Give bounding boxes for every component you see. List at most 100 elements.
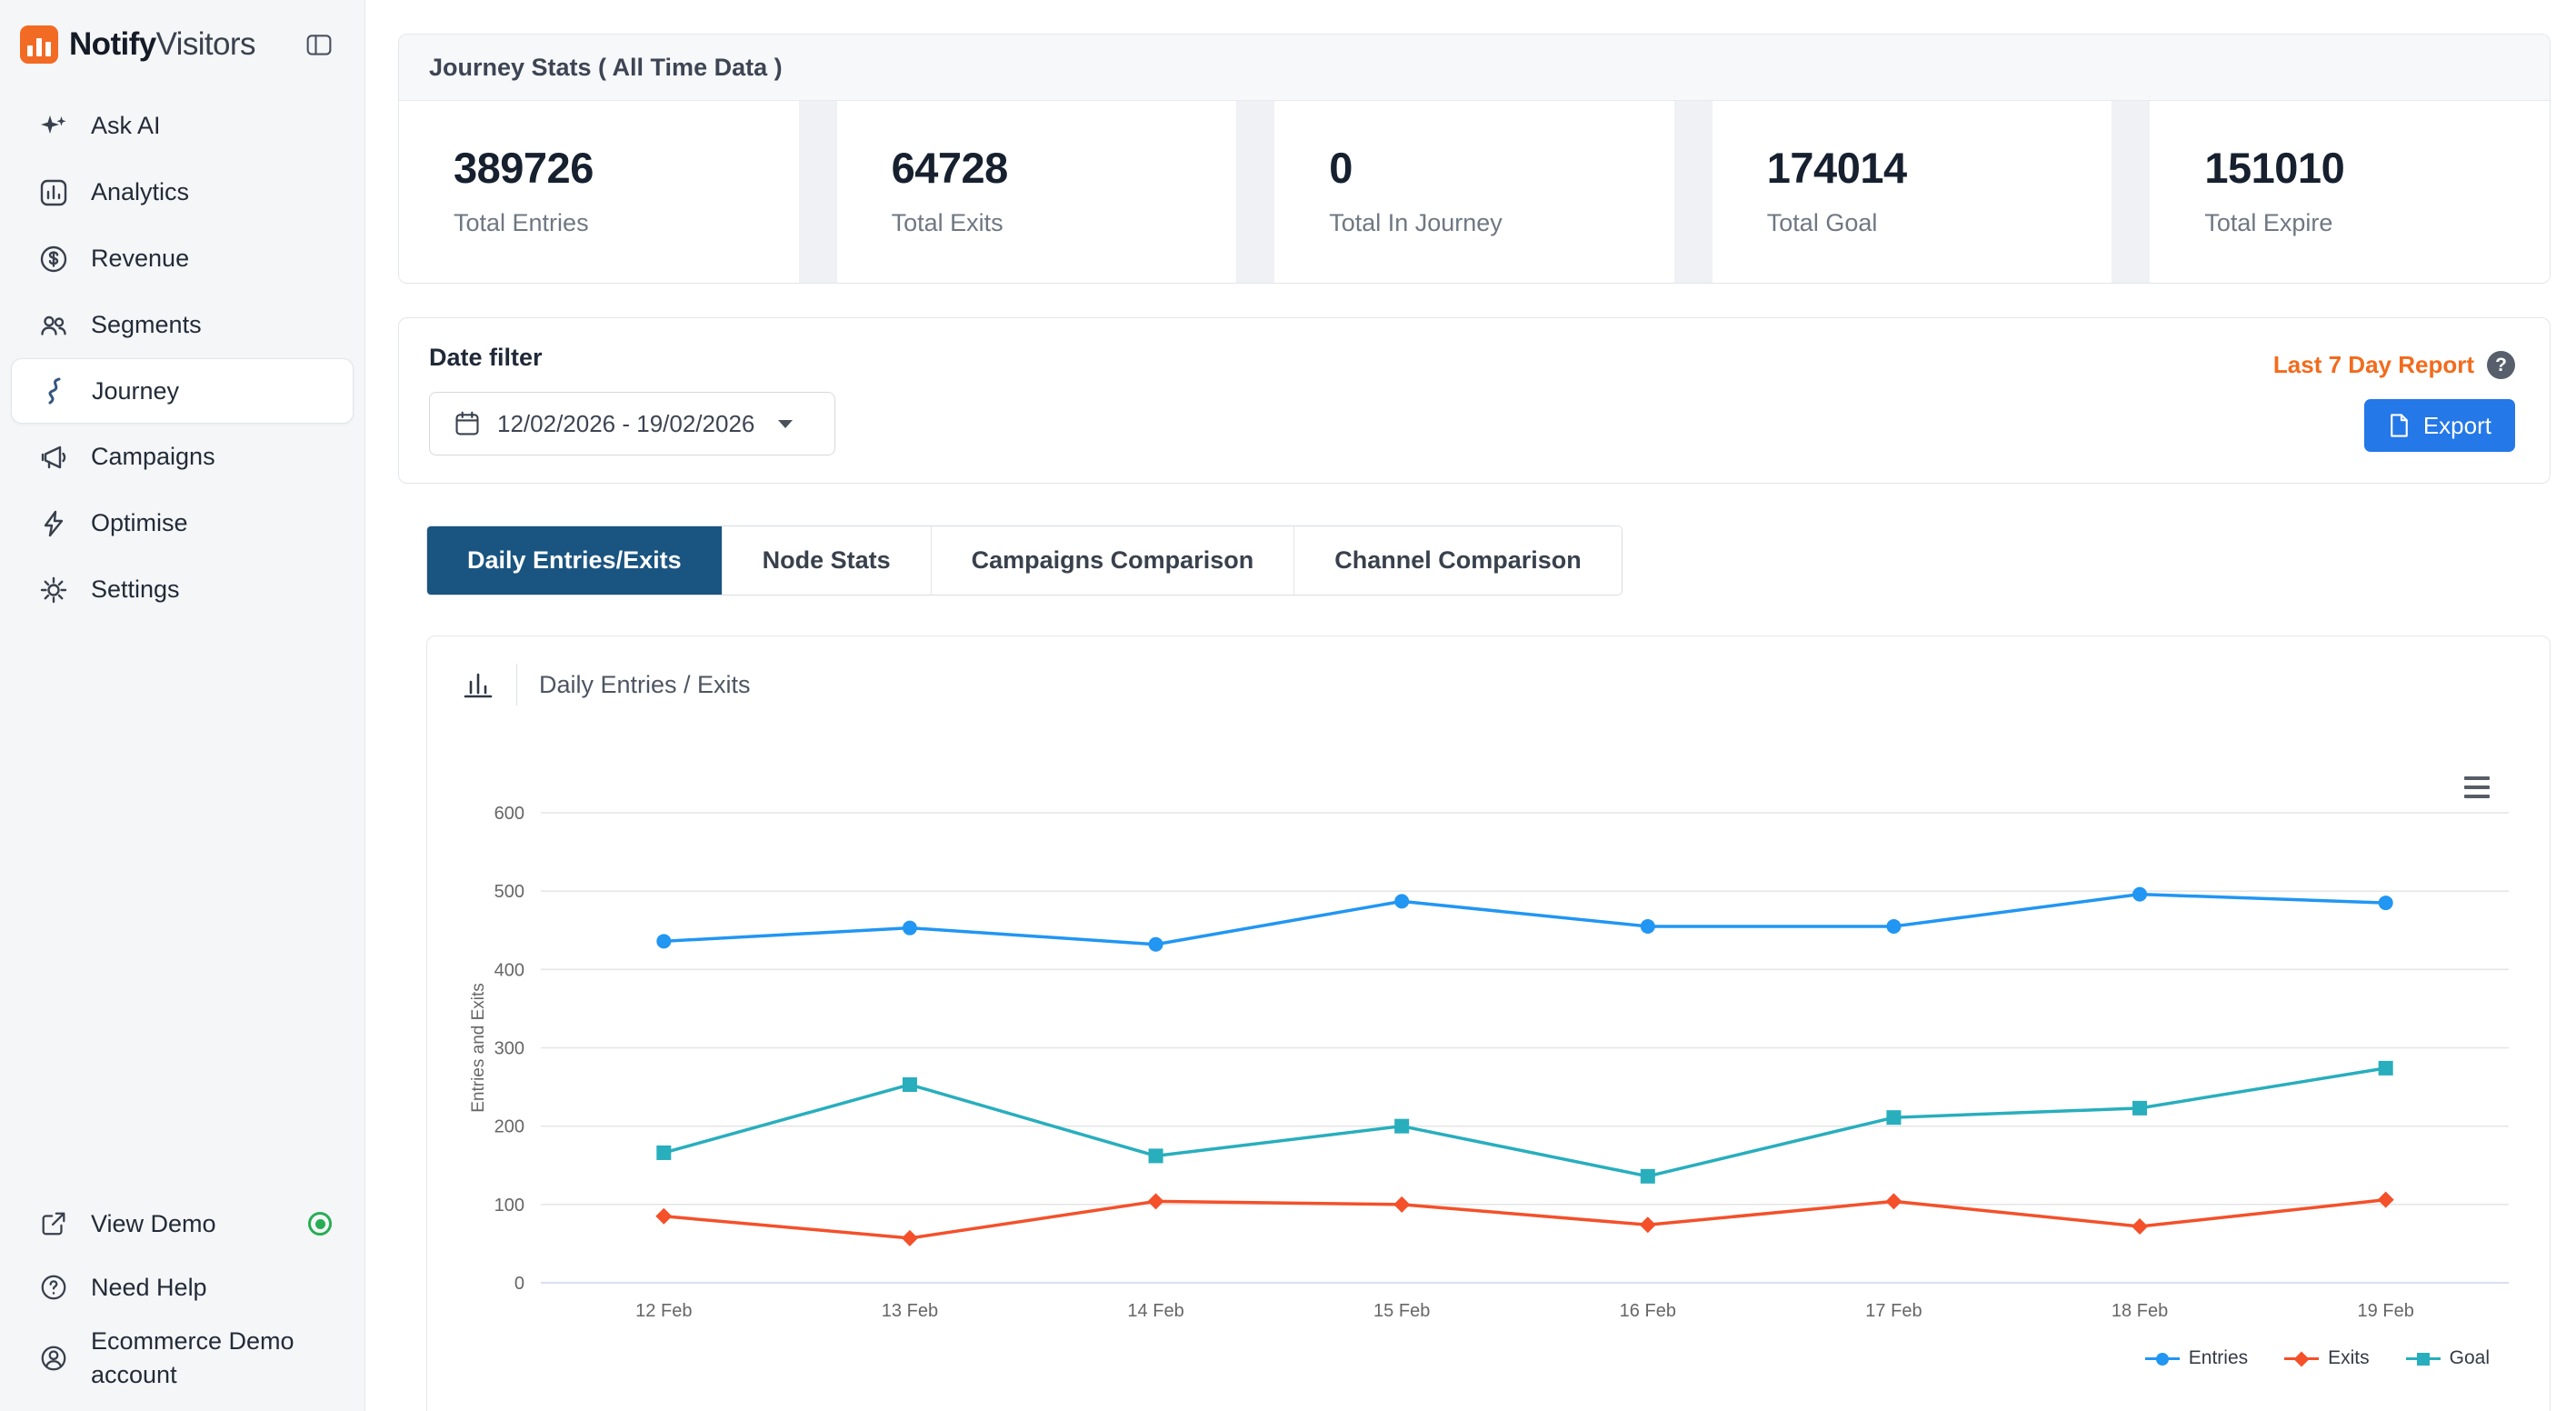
date-filter-group: Date filter 12/02/2026 - 19/02/2026 [429, 344, 835, 455]
brand-header: NotifyVisitors [0, 0, 364, 85]
stat-total-in-journey: 0 Total In Journey [1274, 101, 1674, 283]
sparkles-icon [36, 111, 71, 142]
stat-total-expire: 151010 Total Expire [2150, 101, 2550, 283]
sidebar-item-label: Analytics [91, 178, 189, 206]
main-content: Journey Stats ( All Time Data ) 389726 T… [365, 0, 2576, 1411]
column-chart-icon [462, 668, 494, 701]
megaphone-icon [36, 442, 71, 473]
svg-text:300: 300 [494, 1039, 524, 1059]
sidebar-item-campaigns[interactable]: Campaigns [0, 424, 364, 490]
calendar-icon [454, 410, 481, 437]
lightning-icon [36, 508, 71, 539]
legend-label: Exits [2328, 1347, 2370, 1369]
svg-text:400: 400 [494, 960, 524, 980]
chart-legend: Entries Exits Goal [427, 1347, 2550, 1369]
sidebar-item-segments[interactable]: Segments [0, 292, 364, 358]
avatar-icon [36, 1344, 71, 1373]
hamburger-icon[interactable] [2461, 773, 2493, 802]
date-range-value: 12/02/2026 - 19/02/2026 [497, 410, 754, 438]
svg-text:13 Feb: 13 Feb [882, 1301, 938, 1321]
stat-total-goal: 174014 Total Goal [1712, 101, 2112, 283]
gear-icon [36, 575, 71, 605]
sidebar-menu: Ask AI Analytics Revenue Segments Journe… [0, 85, 364, 623]
brand-logo-icon [20, 25, 58, 64]
legend-circle-marker [2145, 1350, 2180, 1366]
date-filter-card: Date filter 12/02/2026 - 19/02/2026 Last… [398, 317, 2551, 484]
legend-label: Goal [2450, 1347, 2490, 1369]
date-filter-title: Date filter [429, 344, 835, 372]
sidebar-item-label: Revenue [91, 245, 189, 273]
sidebar-item-revenue[interactable]: Revenue [0, 225, 364, 292]
brand-name: NotifyVisitors [69, 26, 255, 63]
daily-entries-exits-panel: Daily Entries / Exits 0 100 200 300 400 500 60… [426, 635, 2551, 1411]
online-status-icon [308, 1212, 332, 1236]
sidebar-item-ask-ai[interactable]: Ask AI [0, 93, 364, 159]
sidebar-item-optimise[interactable]: Optimise [0, 490, 364, 556]
last-7-day-report-link[interactable]: Last 7 Day Report [2273, 351, 2474, 379]
sidebar-item-label: Settings [91, 575, 180, 604]
chart-panel-header: Daily Entries / Exits [427, 636, 2550, 718]
svg-text:12 Feb: 12 Feb [635, 1301, 692, 1321]
svg-text:200: 200 [494, 1117, 524, 1137]
legend-exits[interactable]: Exits [2284, 1347, 2370, 1369]
account-menu[interactable]: Ecommerce Demo account [0, 1319, 364, 1396]
export-file-icon [2388, 413, 2411, 438]
footer-item-label: Need Help [91, 1271, 207, 1304]
report-row: Last 7 Day Report ? [2273, 351, 2515, 379]
legend-label: Entries [2189, 1347, 2248, 1369]
stat-label: Total Exits [892, 209, 1237, 237]
line-chart: 0 100 200 300 400 500 600 12 Feb 13 Feb 14 Feb 15 … [427, 760, 2551, 1342]
view-demo-link[interactable]: View Demo [0, 1192, 364, 1256]
legend-entries[interactable]: Entries [2145, 1347, 2248, 1369]
tab-channel-comparison[interactable]: Channel Comparison [1293, 526, 1622, 595]
footer-item-label: View Demo [91, 1207, 216, 1240]
sidebar-item-settings[interactable]: Settings [0, 556, 364, 623]
export-button[interactable]: Export [2364, 399, 2515, 452]
header-divider [516, 664, 517, 706]
journey-stats-title: Journey Stats ( All Time Data ) [399, 35, 2550, 101]
tab-campaigns-comparison[interactable]: Campaigns Comparison [931, 526, 1294, 595]
svg-text:15 Feb: 15 Feb [1373, 1301, 1430, 1321]
chart-area: 0 100 200 300 400 500 600 12 Feb 13 Feb 14 Feb 15 … [427, 718, 2550, 1369]
svg-text:14 Feb: 14 Feb [1127, 1301, 1183, 1321]
sidebar-item-label: Journey [92, 377, 179, 405]
tab-daily-entries-exits[interactable]: Daily Entries/Exits [427, 526, 722, 595]
dollar-circle-icon [36, 244, 71, 275]
svg-text:16 Feb: 16 Feb [1620, 1301, 1676, 1321]
people-icon [36, 310, 71, 341]
stat-value: 389726 [454, 143, 799, 193]
svg-text:17 Feb: 17 Feb [1865, 1301, 1922, 1321]
svg-text:19 Feb: 19 Feb [2358, 1301, 2414, 1321]
sidebar: NotifyVisitors Ask AI Analytics Revenue [0, 0, 365, 1411]
sidebar-item-journey[interactable]: Journey [11, 358, 354, 424]
stat-total-exits: 64728 Total Exits [837, 101, 1237, 283]
date-range-select[interactable]: 12/02/2026 - 19/02/2026 [429, 392, 835, 455]
chevron-down-icon [778, 420, 793, 428]
stat-label: Total Entries [454, 209, 799, 237]
stat-label: Total Goal [1767, 209, 2112, 237]
tab-node-stats[interactable]: Node Stats [722, 526, 931, 595]
account-name: Ecommerce Demo account [91, 1325, 318, 1391]
legend-square-marker [2406, 1350, 2441, 1366]
journey-stats-card: Journey Stats ( All Time Data ) 389726 T… [398, 34, 2551, 284]
sidebar-collapse-icon[interactable] [305, 31, 334, 58]
sidebar-footer: View Demo Need Help Ecommerce Demo accou… [0, 1192, 364, 1396]
legend-diamond-marker [2284, 1350, 2319, 1366]
legend-goal[interactable]: Goal [2406, 1347, 2490, 1369]
svg-text:0: 0 [514, 1274, 524, 1294]
svg-text:100: 100 [494, 1196, 524, 1216]
stat-value: 174014 [1767, 143, 2112, 193]
stat-value: 64728 [892, 143, 1237, 193]
sidebar-item-analytics[interactable]: Analytics [0, 159, 364, 225]
need-help-link[interactable]: Need Help [0, 1256, 364, 1319]
svg-text:600: 600 [494, 804, 524, 824]
question-badge-icon[interactable]: ? [2487, 351, 2515, 379]
svg-text:18 Feb: 18 Feb [2112, 1301, 2168, 1321]
question-circle-icon [36, 1273, 71, 1302]
external-link-icon [36, 1209, 71, 1238]
sidebar-item-label: Ask AI [91, 112, 161, 140]
export-label: Export [2423, 412, 2491, 440]
svg-text:500: 500 [494, 882, 524, 902]
stat-label: Total Expire [2204, 209, 2550, 237]
chart-title: Daily Entries / Exits [539, 671, 751, 699]
